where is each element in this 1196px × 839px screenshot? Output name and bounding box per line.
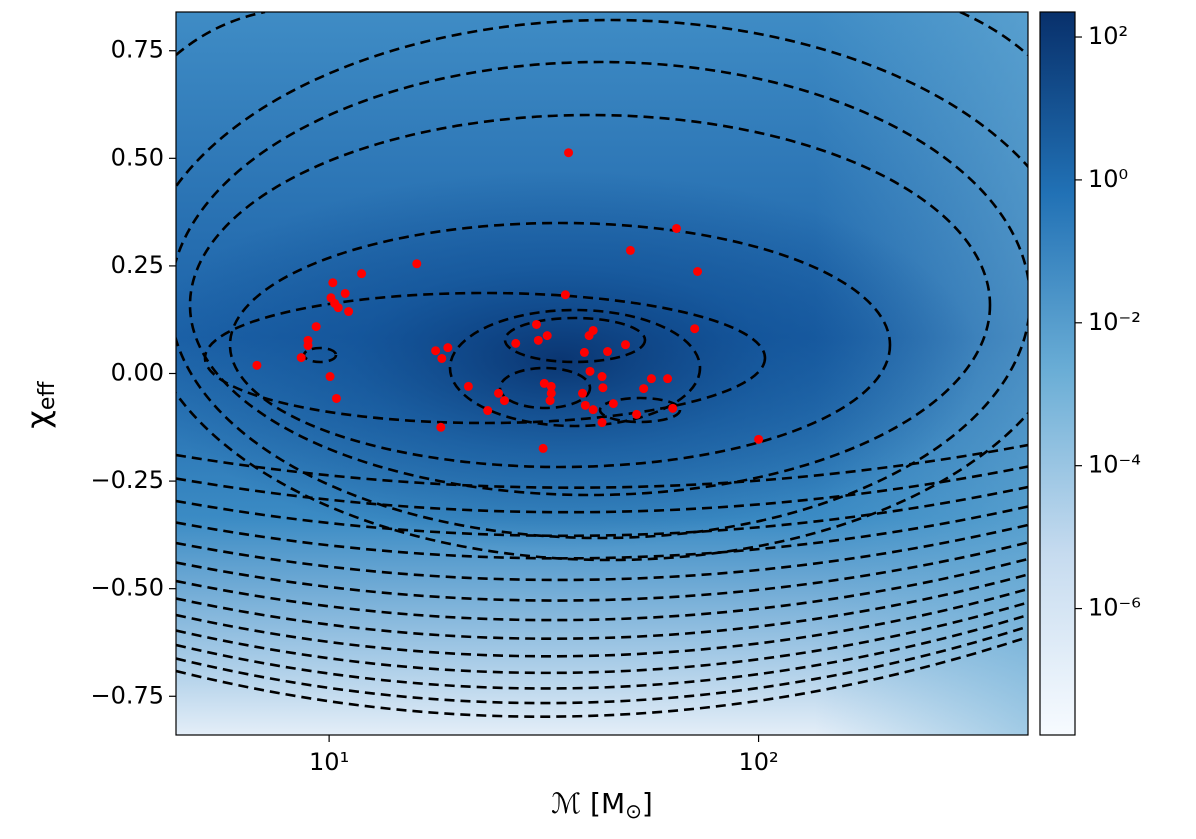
colorbar-tick-label: 10⁻² xyxy=(1088,308,1141,336)
data-point xyxy=(646,374,656,384)
data-point xyxy=(443,343,453,353)
data-point xyxy=(431,346,441,356)
data-point xyxy=(690,324,700,334)
data-point xyxy=(560,290,570,300)
data-point xyxy=(608,399,618,409)
data-point xyxy=(577,388,587,398)
colorbar-tick-label: 10⁰ xyxy=(1088,165,1128,193)
data-point xyxy=(328,278,338,288)
data-point xyxy=(311,322,321,332)
data-point xyxy=(632,409,642,419)
data-point xyxy=(437,353,447,363)
data-point xyxy=(533,335,543,345)
data-point xyxy=(463,381,473,391)
x-tick-label: 10² xyxy=(738,748,778,776)
data-point xyxy=(754,434,764,444)
colorbar-tick-label: 10⁻⁶ xyxy=(1088,594,1141,622)
data-point xyxy=(333,303,343,313)
data-point xyxy=(546,388,556,398)
x-axis-label: ℳ [M⊙] xyxy=(551,787,653,823)
data-point xyxy=(344,307,354,317)
data-point xyxy=(693,267,703,277)
data-point xyxy=(340,288,350,298)
data-point xyxy=(579,347,589,357)
data-point xyxy=(598,383,608,393)
colorbar xyxy=(1039,11,1076,736)
data-point xyxy=(331,393,341,403)
data-point xyxy=(588,325,598,335)
data-point xyxy=(357,269,367,279)
data-point xyxy=(494,388,504,398)
data-point xyxy=(597,418,607,428)
x-tick-label: 10¹ xyxy=(309,748,349,776)
data-point xyxy=(252,360,262,370)
data-point xyxy=(436,422,446,432)
data-point xyxy=(588,405,598,415)
data-point xyxy=(603,347,613,357)
y-tick-label: 0.50 xyxy=(111,143,164,171)
data-point xyxy=(499,396,509,406)
y-tick-label: 0.00 xyxy=(111,359,164,387)
data-point xyxy=(539,378,549,388)
data-point xyxy=(545,396,555,406)
y-tick-label: 0.75 xyxy=(111,36,164,64)
y-tick-label: 0.25 xyxy=(111,251,164,279)
data-point xyxy=(412,259,422,269)
data-point xyxy=(663,374,673,384)
data-point xyxy=(542,331,552,341)
data-point xyxy=(585,366,595,376)
data-point xyxy=(531,319,541,329)
data-point xyxy=(538,443,548,453)
y-tick-label: −0.50 xyxy=(90,574,164,602)
data-point xyxy=(580,400,590,410)
data-point xyxy=(668,403,678,413)
data-point xyxy=(511,338,521,348)
data-point xyxy=(296,353,306,363)
y-tick-label: −0.25 xyxy=(90,466,164,494)
data-point xyxy=(625,245,635,255)
data-point xyxy=(325,372,335,382)
data-point xyxy=(621,340,631,350)
data-point xyxy=(672,223,682,233)
y-tick-label: −0.75 xyxy=(90,681,164,709)
colorbar-tick-label: 10² xyxy=(1088,22,1128,50)
data-point xyxy=(546,381,556,391)
data-point xyxy=(564,148,574,158)
data-point xyxy=(639,384,649,394)
y-axis-label: χeff xyxy=(19,381,60,429)
data-point xyxy=(597,372,607,382)
density-map xyxy=(176,12,1028,735)
colorbar-tick-label: 10⁻⁴ xyxy=(1088,451,1141,479)
data-point xyxy=(483,406,493,416)
data-point xyxy=(303,335,313,345)
